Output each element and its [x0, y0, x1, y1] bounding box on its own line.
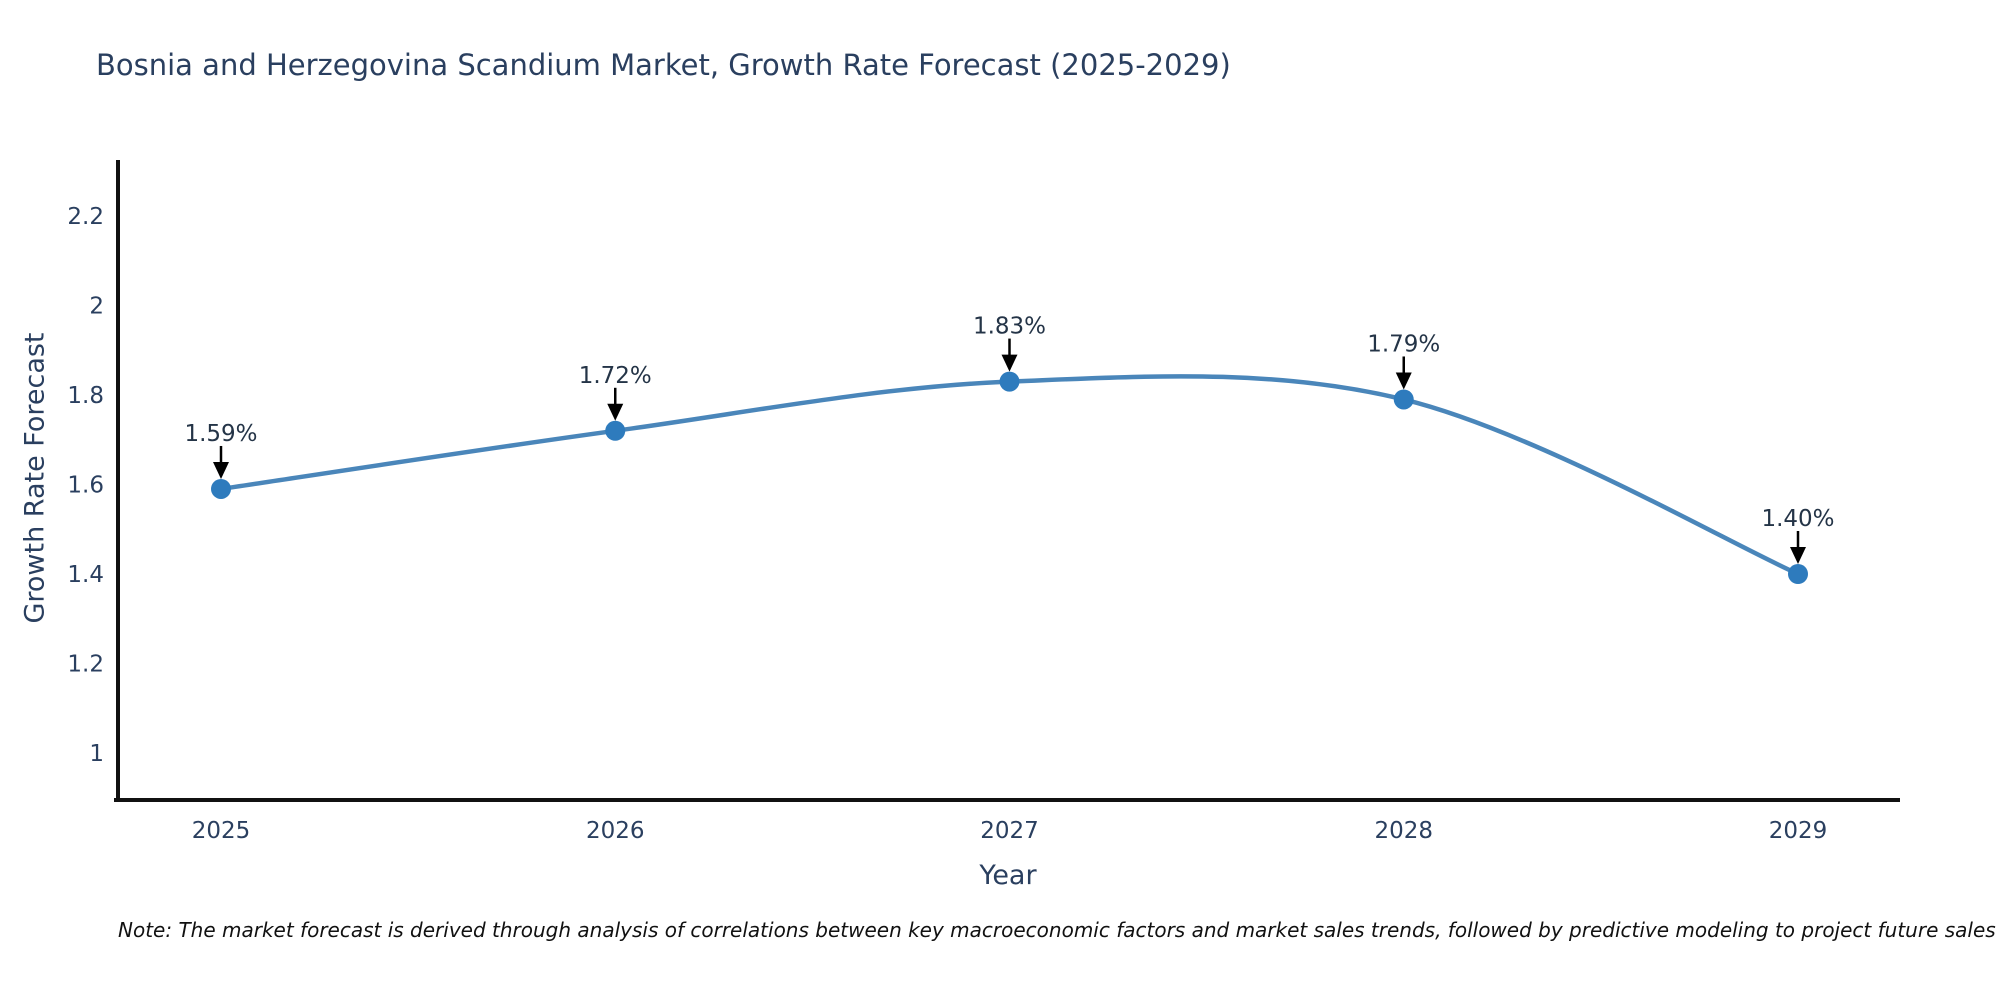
y-tick-label: 2 — [89, 294, 104, 320]
x-tick-label: 2026 — [586, 818, 645, 844]
data-point-label: 1.59% — [184, 421, 257, 447]
data-point-label: 1.79% — [1367, 331, 1440, 357]
y-tick-label: 2.2 — [67, 204, 104, 230]
x-tick-label: 2029 — [1769, 818, 1828, 844]
chart-title: Bosnia and Herzegovina Scandium Market, … — [96, 48, 1231, 82]
annotation-arrow-head — [213, 461, 229, 479]
footnote: Note: The market forecast is derived thr… — [118, 918, 1996, 942]
y-tick-label: 1.2 — [67, 652, 104, 678]
x-tick-label: 2028 — [1374, 818, 1433, 844]
data-point-marker — [1393, 389, 1414, 410]
x-axis-title: Year — [979, 860, 1037, 891]
annotation-arrow-head — [607, 403, 624, 421]
data-point-marker — [605, 420, 626, 441]
data-point-label: 1.72% — [579, 363, 652, 389]
x-tick-label: 2027 — [980, 818, 1039, 844]
data-point-label: 1.83% — [973, 314, 1046, 340]
data-point-marker — [999, 371, 1020, 392]
y-tick-label: 1.4 — [67, 562, 104, 588]
data-point-marker — [211, 478, 231, 499]
annotation-arrow-head — [1395, 372, 1412, 390]
y-tick-label: 1 — [89, 741, 104, 767]
annotation-arrow-head — [1790, 547, 1806, 564]
data-point-label: 1.40% — [1761, 506, 1834, 532]
forecast-line — [218, 374, 1801, 577]
x-tick-label: 2025 — [192, 818, 251, 844]
data-point-marker — [1788, 564, 1808, 584]
annotation-arrow-head — [1001, 354, 1018, 372]
y-tick-label: 1.8 — [67, 383, 104, 409]
y-tick-label: 1.6 — [67, 473, 104, 499]
